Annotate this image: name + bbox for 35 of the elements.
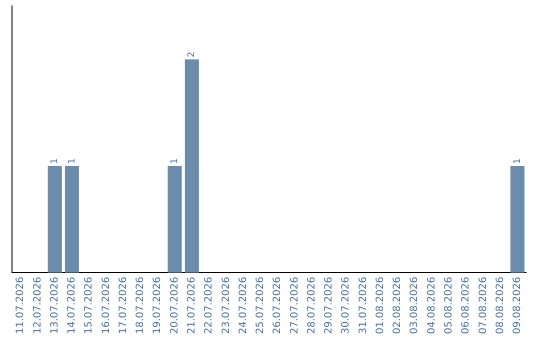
x-tick-label: 03.08.2026 [409,276,420,334]
x-tick-label: 12.07.2026 [32,276,44,334]
x-tick-label: 28.07.2026 [306,276,318,334]
x-tick-label: 08.08.2026 [494,276,506,334]
x-tick-label: 17.07.2026 [118,276,129,334]
x-tick-label: 15.07.2026 [84,276,95,334]
x-tick-label: 25.07.2026 [255,276,266,334]
x-tick-label: 14.07.2026 [66,276,78,334]
x-tick-label: 09.08.2026 [512,276,524,334]
x-tick-label: 23.07.2026 [220,276,232,334]
data-label: 2 [187,52,198,58]
x-tick-label: 06.08.2026 [460,276,472,334]
x-tick-label: 18.07.2026 [135,276,146,334]
x-tick-label: 13.07.2026 [49,276,60,334]
data-label: 1 [512,158,523,164]
x-tick-label: 31.07.2026 [358,276,369,334]
data-label: 1 [50,158,60,164]
x-tick-label: 19.07.2026 [152,276,164,334]
x-tick-label: 11.07.2026 [15,276,26,334]
x-tick-label: 22.07.2026 [204,276,215,334]
x-tick-label: 29.07.2026 [324,276,335,334]
x-tick-label: 02.08.2026 [392,276,404,334]
x-tick-label: 24.07.2026 [238,276,249,334]
x-tick-label: 01.08.2026 [374,276,386,334]
x-tick-label: 05.08.2026 [443,276,454,334]
x-tick-label: 26.07.2026 [272,276,284,334]
x-tick-label: 21.07.2026 [186,276,198,334]
data-label: 1 [67,158,78,164]
x-tick-label: 27.07.2026 [289,276,300,334]
data-label: 1 [170,158,180,164]
x-tick-label: 07.08.2026 [478,276,489,334]
x-tick-label: 16.07.2026 [100,276,112,334]
x-tick-label: 04.08.2026 [426,276,438,334]
x-tick-label: 30.07.2026 [340,276,352,334]
x-tick-label: 20.07.2026 [169,276,180,334]
